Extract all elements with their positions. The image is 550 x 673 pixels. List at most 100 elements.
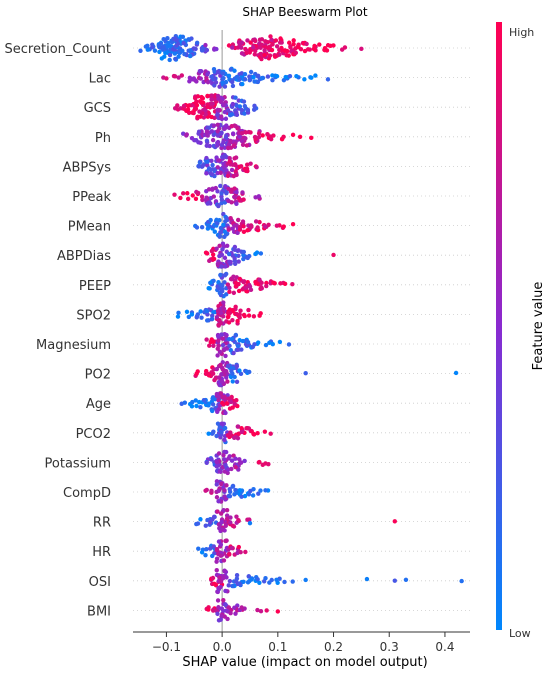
shap-point xyxy=(211,608,216,613)
shap-point xyxy=(210,313,215,318)
shap-point xyxy=(231,350,236,356)
shap-point xyxy=(205,93,210,99)
shap-point xyxy=(259,56,264,62)
shap-point xyxy=(172,51,178,56)
shap-point xyxy=(212,69,217,74)
shap-point xyxy=(233,456,238,461)
shap-point xyxy=(215,598,221,603)
feature-label: Potassium xyxy=(45,456,111,471)
shap-point xyxy=(210,396,215,401)
shap-point xyxy=(220,289,225,294)
shap-point xyxy=(221,597,226,603)
shap-point xyxy=(235,424,241,429)
shap-point xyxy=(222,154,227,159)
shap-point xyxy=(194,225,200,230)
shap-point xyxy=(216,334,221,339)
shap-point xyxy=(224,513,230,518)
shap-point xyxy=(273,38,279,43)
shap-point xyxy=(209,74,214,79)
shap-point xyxy=(266,461,271,467)
shap-point xyxy=(249,224,254,230)
shap-point xyxy=(232,186,237,191)
shap-point xyxy=(243,549,248,555)
shap-point xyxy=(303,577,308,583)
shap-point xyxy=(237,134,242,139)
shap-point xyxy=(231,365,236,371)
shap-point xyxy=(217,575,222,580)
shap-point xyxy=(181,40,186,46)
shap-point xyxy=(229,466,234,472)
shap-point xyxy=(239,139,245,144)
shap-point xyxy=(216,322,221,328)
shap-point xyxy=(227,406,233,411)
feature-rows: Secretion_Count Lac GCS Ph ABPSys PPeak PMean A… xyxy=(5,42,470,619)
x-tick-label: 0.4 xyxy=(435,640,454,654)
shap-point xyxy=(242,458,247,464)
shap-point xyxy=(265,132,270,137)
shap-point xyxy=(182,51,187,57)
shap-point xyxy=(162,54,167,59)
shap-point xyxy=(223,135,229,140)
shap-point xyxy=(205,223,211,228)
shap-point xyxy=(241,99,247,104)
shap-point xyxy=(242,72,248,77)
shap-point xyxy=(195,94,201,99)
shap-point xyxy=(180,34,186,39)
shap-point xyxy=(204,47,210,53)
shap-point xyxy=(234,576,240,581)
shap-point xyxy=(204,251,210,256)
shap-point xyxy=(222,394,228,400)
shap-point xyxy=(217,158,222,163)
shap-point xyxy=(253,137,258,142)
shap-point xyxy=(172,47,177,53)
shap-point xyxy=(253,38,258,44)
shap-point xyxy=(152,48,158,53)
shap-point xyxy=(235,343,241,349)
shap-point xyxy=(173,56,178,62)
shap-point xyxy=(226,227,231,232)
shap-point xyxy=(221,508,226,513)
shap-point xyxy=(150,45,155,50)
shap-point xyxy=(259,285,264,290)
shap-point xyxy=(210,162,215,168)
shap-point xyxy=(210,371,216,376)
shap-point xyxy=(222,273,228,278)
shap-point xyxy=(215,611,220,617)
shap-point xyxy=(215,70,221,75)
shap-point xyxy=(251,75,256,80)
shap-point xyxy=(205,104,210,110)
shap-point xyxy=(257,459,262,465)
shap-point xyxy=(272,281,277,286)
shap-point xyxy=(237,581,242,586)
shap-point xyxy=(212,229,218,234)
shap-point xyxy=(328,43,333,49)
shap-point xyxy=(214,433,219,439)
shap-point xyxy=(239,494,244,499)
shap-point xyxy=(186,103,191,108)
shap-point xyxy=(232,401,237,406)
shap-point xyxy=(242,493,248,499)
shap-point xyxy=(227,159,232,164)
shap-point xyxy=(236,40,242,45)
shap-point xyxy=(208,217,213,223)
shap-point xyxy=(224,346,230,351)
shap-point xyxy=(248,130,253,135)
shap-point xyxy=(210,408,215,414)
shap-point xyxy=(218,230,224,235)
shap-point xyxy=(239,605,244,610)
shap-point xyxy=(227,454,232,459)
shap-point xyxy=(231,290,237,296)
shap-point xyxy=(217,424,223,430)
shap-point xyxy=(195,521,201,526)
shap-point xyxy=(203,111,209,117)
shap-point xyxy=(227,285,232,291)
shap-point xyxy=(210,137,216,143)
shap-point xyxy=(234,434,240,440)
shap-point xyxy=(219,429,224,435)
shap-point xyxy=(227,259,232,264)
shap-point xyxy=(228,215,233,221)
shap-point xyxy=(270,342,275,347)
shap-point xyxy=(232,68,237,73)
shap-point xyxy=(250,344,255,350)
